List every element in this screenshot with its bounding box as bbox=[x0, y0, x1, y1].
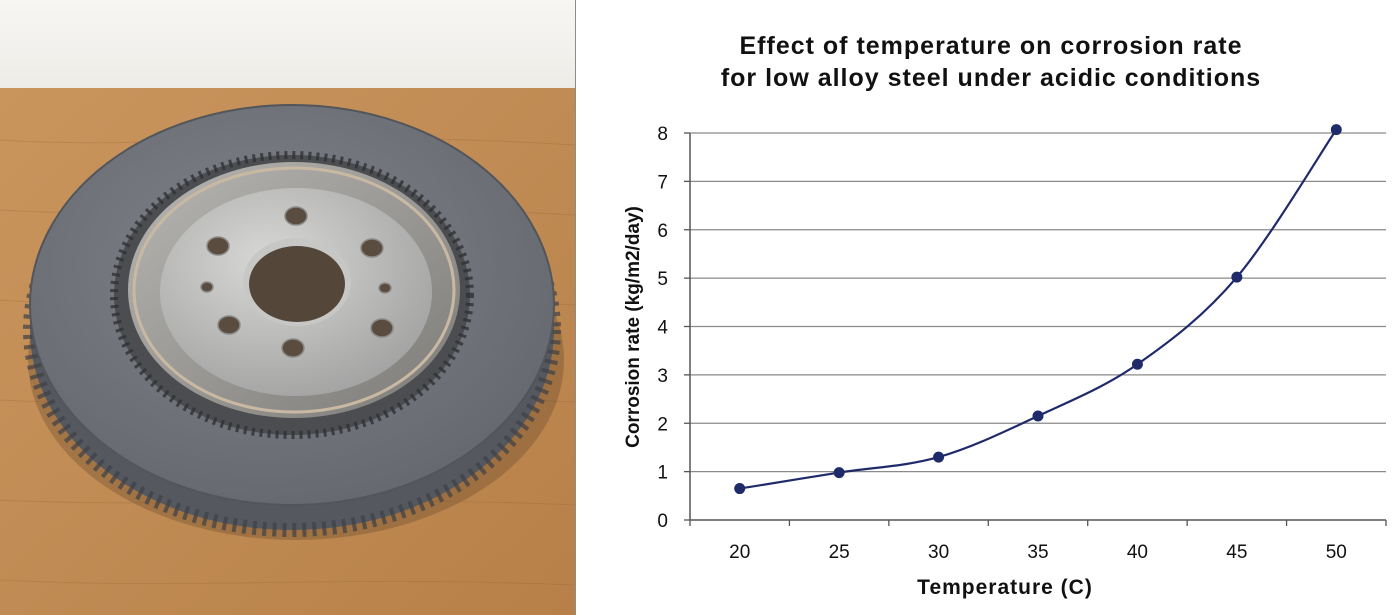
y-axis-label: Corrosion rate (kg/m2/day) bbox=[623, 206, 644, 448]
x-tick-label: 40 bbox=[1127, 542, 1148, 563]
data-point-30 bbox=[933, 451, 945, 463]
data-point-20 bbox=[734, 483, 746, 495]
y-tick-label: 8 bbox=[657, 124, 668, 145]
data-series bbox=[734, 124, 1342, 495]
disc-rim bbox=[29, 104, 555, 506]
inner-vents bbox=[110, 151, 474, 439]
y-tick-label: 1 bbox=[657, 463, 668, 484]
brake-disc-illustration bbox=[0, 0, 575, 615]
y-tick-label: 3 bbox=[657, 366, 668, 387]
center-bore bbox=[249, 246, 345, 322]
brake-disc-photo bbox=[0, 0, 575, 615]
y-tick-label: 4 bbox=[657, 318, 668, 339]
bolt-holes bbox=[200, 206, 394, 358]
data-point-25 bbox=[833, 467, 845, 479]
y-tick-label: 0 bbox=[657, 511, 668, 532]
y-tick-label: 7 bbox=[657, 172, 668, 193]
x-tick-label: 50 bbox=[1326, 542, 1347, 563]
x-tick-label: 45 bbox=[1226, 542, 1247, 563]
series-line-0 bbox=[739, 128, 1338, 490]
y-tick-label: 5 bbox=[657, 269, 668, 290]
data-point-35 bbox=[1032, 410, 1044, 422]
x-tick-label: 25 bbox=[829, 542, 850, 563]
data-point-40 bbox=[1131, 358, 1143, 370]
data-point-50 bbox=[1330, 124, 1342, 136]
chart-title-line-1: Effect of temperature on corrosion rate bbox=[740, 32, 1243, 60]
data-point-45 bbox=[1231, 271, 1243, 283]
chart-title-line-2: for low alloy steel under acidic conditi… bbox=[721, 64, 1261, 92]
x-tick-labels: 20 25 30 35 40 45 50 bbox=[729, 542, 1347, 563]
x-tick-label: 30 bbox=[928, 542, 949, 563]
y-tick-label: 6 bbox=[657, 221, 668, 242]
hat-rim-highlight bbox=[132, 166, 456, 414]
x-tick-label: 20 bbox=[729, 542, 750, 563]
y-tick-labels: 0 1 2 3 4 5 6 7 8 bbox=[657, 124, 668, 532]
x-axis-label: Temperature (C) bbox=[917, 576, 1093, 599]
wall-background bbox=[0, 0, 575, 90]
axes bbox=[684, 132, 1387, 526]
gridlines bbox=[690, 132, 1386, 473]
y-tick-label: 2 bbox=[657, 414, 668, 435]
x-tick-label: 35 bbox=[1027, 542, 1048, 563]
